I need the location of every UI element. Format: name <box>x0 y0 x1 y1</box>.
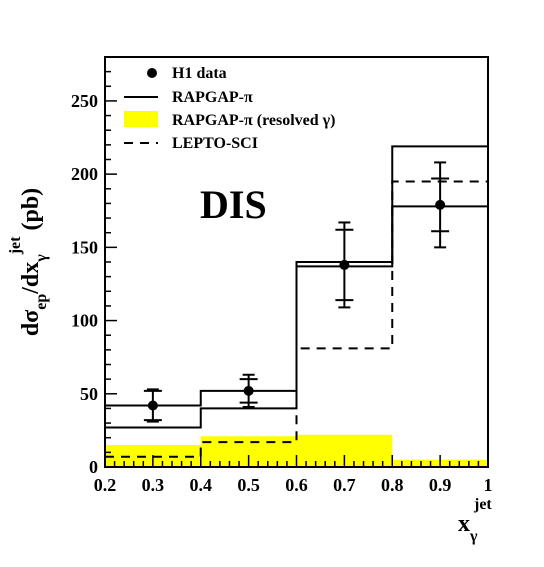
x-axis-label: xγ <box>458 511 478 545</box>
data-point <box>339 259 350 270</box>
x-tick-label: 0.8 <box>381 475 404 495</box>
lepto-lines <box>105 180 489 467</box>
x-tick-label: 0.9 <box>429 475 452 495</box>
y-tick-label: 50 <box>80 384 98 404</box>
x-tick-label: 0.6 <box>285 475 308 495</box>
legend-marker-data <box>147 68 157 78</box>
legend-entry: H1 data <box>172 65 227 82</box>
y-tick-label: 200 <box>71 164 98 184</box>
x-tick-label: 0.5 <box>237 475 260 495</box>
x-tick-label: 0.2 <box>94 475 117 495</box>
legend-entry: RAPGAP-π <box>172 89 253 106</box>
axes: 0.2 0.3 0.4 0.5 0.6 0.7 0.8 0.9 1 0 50 100 150 200 250 <box>71 56 493 495</box>
dis-annotation: DIS <box>200 182 267 227</box>
y-tick-label: 0 <box>89 457 98 477</box>
x-axis-label-sup: jet <box>473 496 492 513</box>
data-points <box>143 161 450 423</box>
legend: H1 data RAPGAP-π RAPGAP-π (resolved γ) LEPT… <box>124 65 335 152</box>
x-tick-label: 0.4 <box>190 475 213 495</box>
x-tick-label: 0.7 <box>333 475 356 495</box>
y-tick-label: 150 <box>71 237 98 257</box>
y-axis-label: dσep/dxγjet (pb) <box>7 188 50 336</box>
resolved-fills <box>105 434 488 467</box>
data-point <box>147 400 158 411</box>
rapgap-lower-line <box>105 205 488 429</box>
legend-entry: LEPTO-SCI <box>172 135 258 152</box>
x-tick-label: 1 <box>484 475 493 495</box>
legend-entry: RAPGAP-π (resolved γ) <box>172 112 335 129</box>
data-point <box>243 385 254 396</box>
y-tick-label: 100 <box>71 311 98 331</box>
lepto-line <box>105 180 489 467</box>
y-tick-label: 250 <box>71 91 98 111</box>
axis-labels: xγjet dσep/dxγjet (pb) <box>7 188 492 545</box>
data-point <box>435 199 446 210</box>
x-tick-label: 0.3 <box>142 475 165 495</box>
legend-marker-resolved <box>124 111 158 127</box>
